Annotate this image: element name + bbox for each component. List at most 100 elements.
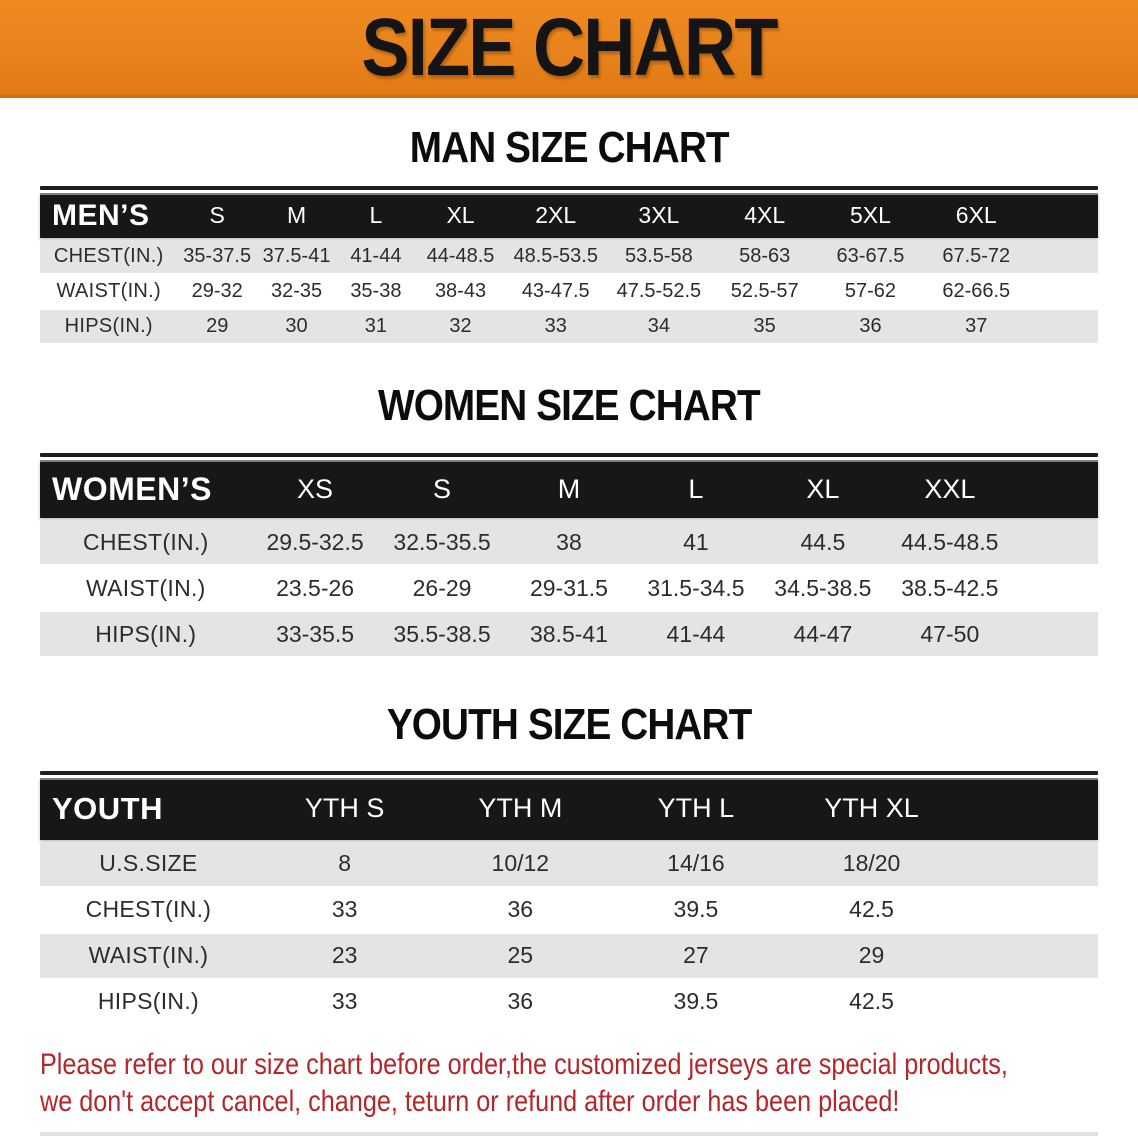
table-row-waist: WAIST(IN.) 23.5-26 26-29 29-31.5 31.5-34…	[40, 566, 1098, 610]
policy-line-2: we don't accept cancel, change, teturn o…	[40, 1084, 900, 1118]
size-value: 67.5-72	[942, 245, 1011, 268]
size-value: 53.5-58	[624, 245, 693, 268]
size-value: 30	[285, 315, 308, 338]
mens-table-header-row: MEN’S S M L XL 2XL 3XL 4XL 5XL 6XL	[40, 193, 1098, 239]
table-row-hips: HIPS(IN.) 29 30 31 32 33 34 35 36 37	[40, 310, 1098, 344]
bottom-rule	[40, 1131, 1098, 1136]
size-value: 35-37.5	[183, 245, 252, 268]
table-top-rule	[40, 186, 1098, 191]
size-value: 42.5	[849, 988, 894, 1015]
womens-table-header-row: WOMEN’S XS S M L XL XXL	[40, 460, 1098, 519]
size-value: 33	[331, 896, 358, 923]
size-column-header: YTH S	[304, 793, 385, 824]
size-value: 29	[858, 942, 885, 969]
size-column-header: S	[433, 473, 452, 504]
size-value: 35	[753, 315, 776, 338]
mens-section-heading: MAN SIZE CHART	[409, 123, 730, 172]
size-value: 29.5-32.5	[266, 528, 364, 555]
size-value: 32-35	[270, 280, 323, 303]
size-column-header: YTH XL	[824, 793, 919, 824]
row-label: HIPS(IN.)	[97, 988, 199, 1015]
womens-section-heading: WOMEN SIZE CHART	[378, 381, 761, 431]
size-value: 26-29	[412, 574, 472, 601]
size-column-header: 4XL	[744, 202, 786, 229]
mens-size-section: MAN SIZE CHART MEN’S S M L XL 2XL 3XL 4X…	[0, 123, 1138, 344]
mens-heading-wrap: MAN SIZE CHART	[40, 123, 1098, 172]
size-value: 43-47.5	[521, 280, 590, 303]
size-column-header: YTH L	[657, 793, 735, 824]
row-label: WAIST(IN.)	[56, 280, 161, 303]
size-value: 37	[965, 315, 988, 338]
size-value: 33	[331, 988, 358, 1015]
size-value: 33-35.5	[276, 620, 355, 647]
size-column-header: 5XL	[850, 202, 891, 229]
size-column-header: M	[286, 202, 307, 229]
size-value: 8	[338, 850, 352, 877]
table-row-chest: CHEST(IN.) 35-37.5 37.5-41 41-44 44-48.5…	[40, 240, 1098, 274]
size-column-header: L	[688, 473, 704, 504]
size-value: 37.5-41	[262, 245, 331, 268]
size-column-header: XS	[297, 473, 334, 504]
size-value: 23	[331, 942, 358, 969]
size-value: 39.5	[673, 988, 719, 1015]
row-label: WAIST(IN.)	[85, 574, 206, 601]
table-row-waist: WAIST(IN.) 29-32 32-35 35-38 38-43 43-47…	[40, 275, 1098, 308]
size-value: 63-67.5	[836, 245, 905, 268]
table-top-rule	[40, 453, 1098, 458]
size-value: 23.5-26	[276, 574, 355, 601]
row-label: HIPS(IN.)	[95, 620, 197, 647]
size-value: 44-47	[793, 620, 853, 647]
youth-table-header-row: YOUTH YTH S YTH M YTH L YTH XL	[40, 777, 1098, 840]
row-label: CHEST(IN.)	[82, 528, 209, 555]
row-label: CHEST(IN.)	[85, 896, 212, 923]
size-value: 44.5	[800, 528, 846, 555]
banner-title: SIZE CHART	[361, 1, 778, 93]
size-column-header: 6XL	[955, 202, 997, 229]
size-value: 34	[647, 315, 670, 338]
womens-size-table: WOMEN’S XS S M L XL XXL CHEST(IN.) 29.5-…	[40, 453, 1098, 657]
table-top-rule	[40, 770, 1098, 775]
size-column-header: L	[369, 202, 383, 229]
size-value: 42.5	[849, 896, 894, 923]
size-value: 31.5-34.5	[647, 574, 745, 601]
size-value: 25	[507, 942, 534, 969]
policy-line-1: Please refer to our size chart before or…	[40, 1047, 1008, 1081]
size-value: 57-62	[844, 280, 897, 303]
size-value: 31	[364, 315, 388, 338]
size-value: 18/20	[842, 850, 901, 877]
size-chart-banner: SIZE CHART	[0, 0, 1138, 98]
size-value: 27	[683, 942, 709, 969]
size-value: 47-50	[920, 620, 980, 647]
table-row-chest: CHEST(IN.) 33 36 39.5 42.5	[40, 888, 1098, 932]
size-value: 38-43	[434, 280, 487, 303]
order-policy-note: Please refer to our size chart before or…	[40, 1046, 1098, 1136]
size-column-header: 3XL	[638, 202, 680, 229]
table-row-waist: WAIST(IN.) 23 25 27 29	[40, 933, 1098, 978]
row-label: CHEST(IN.)	[53, 245, 164, 268]
size-value: 44.5-48.5	[901, 528, 999, 555]
row-label: WAIST(IN.)	[88, 942, 209, 969]
row-label: U.S.SIZE	[99, 850, 198, 877]
size-column-header: S	[209, 202, 225, 229]
size-value: 29-31.5	[529, 574, 608, 601]
size-value: 62-66.5	[942, 280, 1011, 303]
size-column-header: M	[557, 473, 581, 504]
size-column-header: YTH M	[478, 793, 563, 824]
table-row-hips: HIPS(IN.) 33 36 39.5 42.5	[40, 980, 1098, 1024]
size-value: 32	[449, 315, 472, 338]
size-value: 35-38	[350, 280, 402, 303]
table-row-hips: HIPS(IN.) 33-35.5 35.5-38.5 38.5-41 41-4…	[40, 612, 1098, 657]
size-value: 41	[683, 528, 709, 555]
youth-table-label: YOUTH	[52, 790, 163, 826]
womens-table-label: WOMEN’S	[52, 470, 212, 507]
size-value: 35.5-38.5	[393, 620, 491, 647]
youth-heading-wrap: YOUTH SIZE CHART	[40, 702, 1098, 748]
size-value: 38.5-41	[529, 620, 608, 647]
womens-size-section: WOMEN SIZE CHART WOMEN’S XS S M L XL XXL…	[0, 381, 1138, 657]
size-value: 47.5-52.5	[616, 280, 702, 303]
size-value: 44-48.5	[426, 245, 495, 268]
size-value: 29	[206, 315, 229, 338]
womens-heading-wrap: WOMEN SIZE CHART	[40, 381, 1098, 431]
size-value: 33	[544, 315, 567, 338]
size-value: 36	[507, 988, 534, 1015]
